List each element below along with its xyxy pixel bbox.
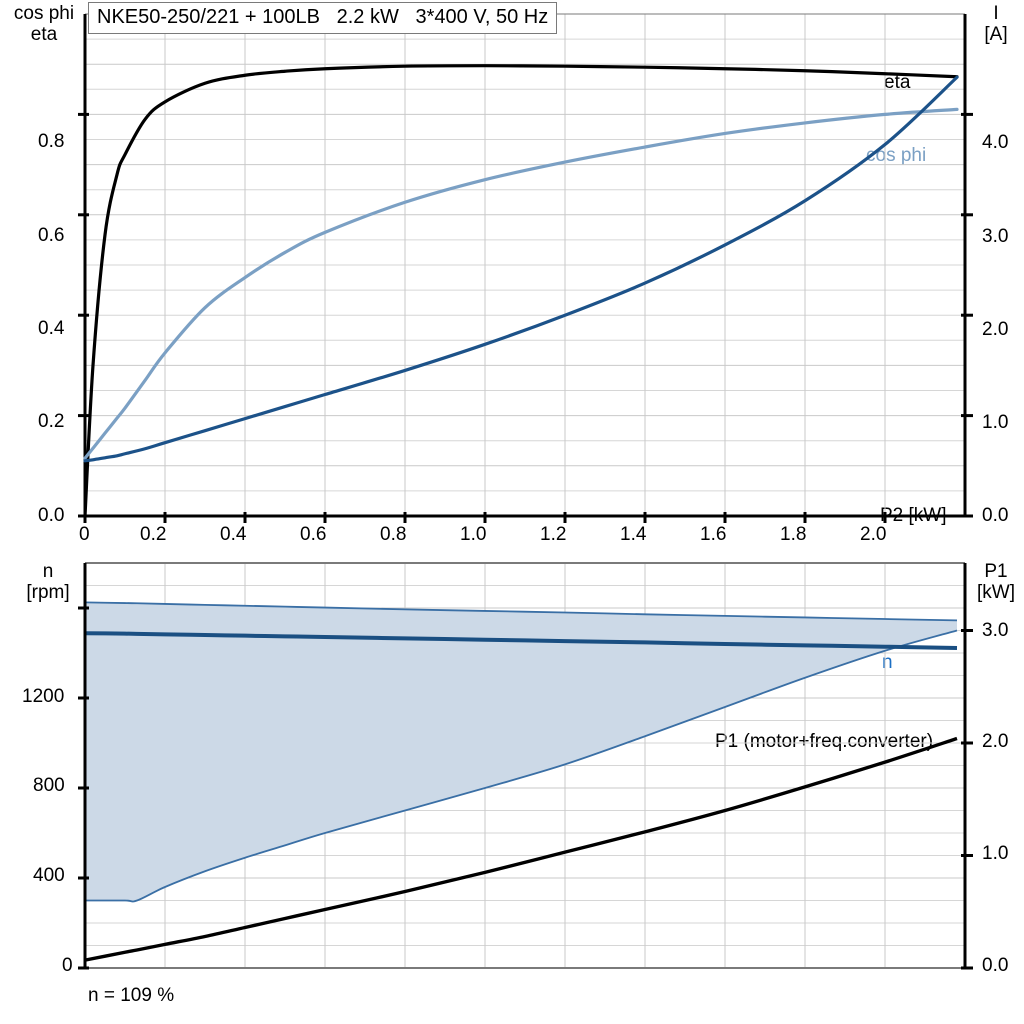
top-x-tick-1: 0.2	[140, 524, 167, 545]
top-x-tick-8: 1.6	[700, 524, 727, 545]
top-x-tick-5: 1.0	[460, 524, 487, 545]
top-right-tick-4: 4.0	[982, 132, 1009, 153]
top-right-tick-0: 0.0	[982, 505, 1009, 526]
top-right-tick-3: 3.0	[982, 226, 1009, 247]
p1-curve-label: P1 (motor+freq.converter)	[715, 731, 934, 752]
top-x-tick-10: 2.0	[860, 524, 887, 545]
bottom-right-axis-title-line1: P1	[984, 561, 1008, 582]
top-left-tick-4: 0.8	[38, 131, 65, 152]
bottom-series-n	[84, 631, 958, 651]
bottom-left-tick-3: 1200	[22, 686, 65, 707]
bottom-right-axis-title: P1 [kW]	[968, 561, 1024, 603]
bottom-right-axis-title-line2: [kW]	[977, 581, 1015, 603]
top-series-eta	[83, 64, 959, 518]
top-left-tick-3: 0.6	[38, 225, 65, 246]
top-x-tick-2: 0.4	[220, 524, 247, 545]
bottom-series-p1	[84, 736, 958, 962]
bottom-left-tick-0: 0	[62, 955, 73, 976]
bottom-left-axis-title-line2: [rpm]	[26, 581, 70, 603]
bottom-left-axis-title: n [rpm]	[10, 561, 86, 603]
bottom-left-tick-1: 400	[33, 865, 65, 886]
top-right-axis-title-line1: I	[993, 3, 999, 24]
top-left-tick-0: 0.0	[38, 505, 65, 526]
bottom-right-tick-1: 1.0	[982, 843, 1009, 864]
top-x-tick-9: 1.8	[780, 524, 807, 545]
top-right-axis-title: I [A]	[972, 3, 1020, 45]
speed-band-upper	[84, 601, 958, 622]
top-left-axis-title-line1: cos phi	[13, 3, 75, 24]
bottom-right-tick-0: 0.0	[982, 955, 1009, 976]
efficiency-note: n = 109 %	[88, 985, 175, 1006]
top-left-axis-title-line2: eta	[30, 23, 58, 45]
cos-phi-curve-label: cos phi	[866, 145, 927, 166]
speed-curve-label: n	[882, 652, 893, 673]
bottom-right-tick-3: 3.0	[982, 620, 1009, 641]
top-left-tick-2: 0.4	[38, 318, 65, 339]
top-x-tick-7: 1.4	[620, 524, 647, 545]
bottom-left-tick-2: 800	[33, 775, 65, 796]
eta-curve-label: eta	[884, 72, 911, 93]
top-series-I	[83, 75, 959, 463]
speed-band-lower	[85, 629, 958, 903]
top-right-tick-2: 2.0	[982, 319, 1009, 340]
top-left-tick-1: 0.2	[38, 411, 65, 432]
bottom-right-tick-2: 2.0	[982, 731, 1009, 752]
top-x-tick-0: 0	[79, 524, 90, 545]
top-x-tick-6: 1.2	[540, 524, 567, 545]
top-series-cos-phi	[83, 107, 959, 460]
top-x-tick-4: 0.8	[380, 524, 407, 545]
speed-band-area	[85, 602, 957, 901]
chart-title: NKE50-250/221 + 100LB 2.2 kW 3*400 V, 50…	[88, 2, 558, 34]
top-right-tick-1: 1.0	[982, 412, 1009, 433]
bottom-left-axis-title-line1: n	[42, 561, 54, 582]
top-right-axis-title-line2: [A]	[984, 23, 1008, 45]
top-x-tick-3: 0.6	[300, 524, 327, 545]
top-left-axis-title: cos phi eta	[6, 3, 82, 45]
